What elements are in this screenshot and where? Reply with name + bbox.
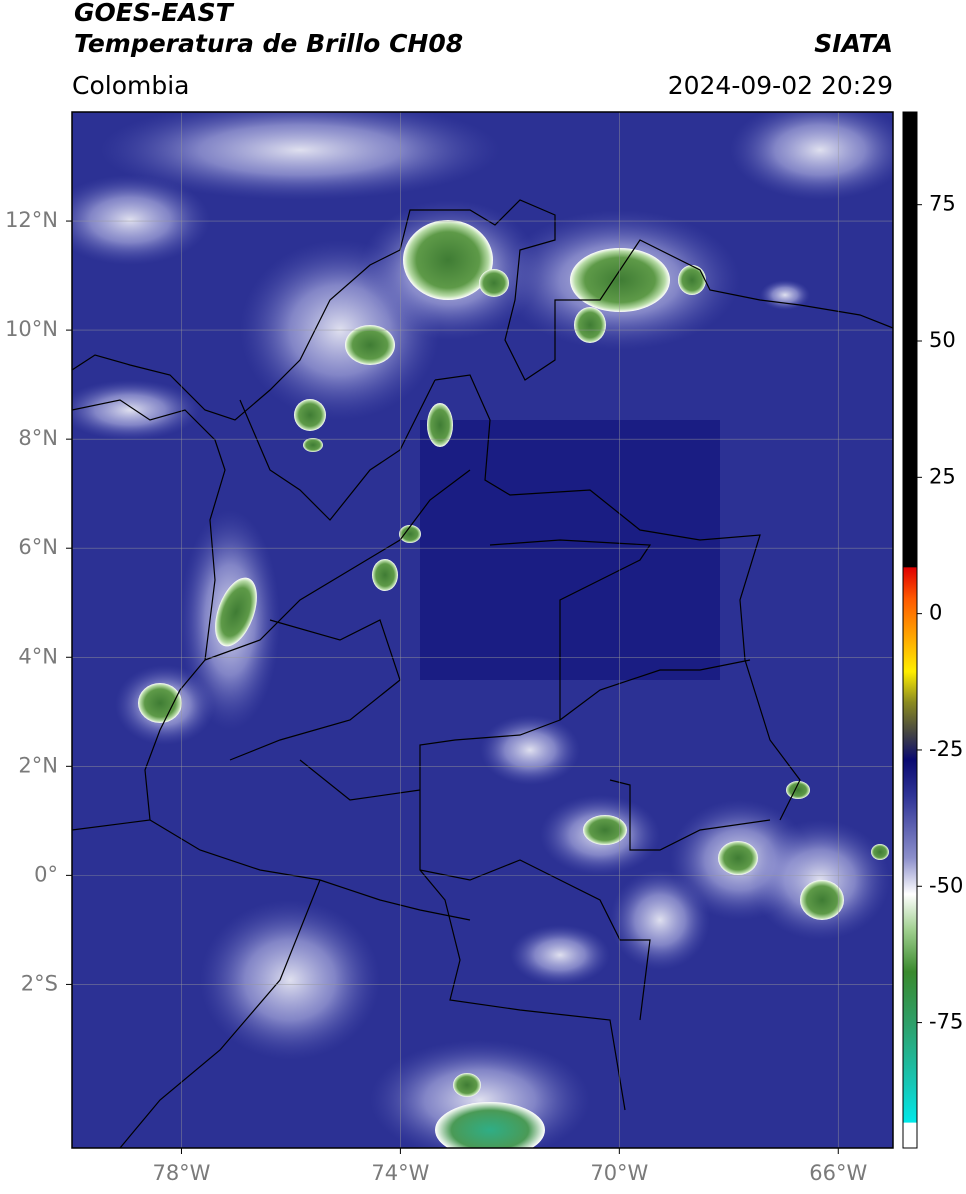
- agency: SIATA: [814, 29, 893, 58]
- colorbar-label: -25: [929, 737, 963, 761]
- region: Colombia: [72, 71, 189, 100]
- lat-label: 0°: [34, 862, 58, 886]
- map-frame: [71, 111, 894, 1149]
- lon-label: 70°W: [590, 1161, 648, 1185]
- lat-label: 8°N: [18, 426, 58, 450]
- colorbar-ticks: 75 50 25 0 -25 -50 -75: [917, 192, 963, 1034]
- convective-cores: [138, 220, 889, 1148]
- lat-label: 10°N: [5, 317, 58, 341]
- satellite-image: [72, 112, 893, 1148]
- satellite: GOES-EAST: [74, 0, 235, 27]
- colorbar-label: 0: [929, 601, 942, 625]
- lon-label: 78°W: [152, 1161, 210, 1185]
- clouds: [72, 112, 893, 1148]
- lat-label: 12°N: [5, 208, 58, 232]
- lon-label: 74°W: [371, 1161, 429, 1185]
- colorbar-label: 50: [929, 328, 956, 352]
- colorbar-label: 75: [929, 192, 956, 216]
- lat-label: 4°N: [18, 644, 58, 668]
- lat-label: 2°N: [18, 753, 58, 777]
- colorbar-label: -75: [929, 1010, 963, 1034]
- cold-area: [420, 420, 720, 680]
- lat-label: 2°S: [21, 971, 58, 995]
- product: Temperatura de Brillo CH08: [74, 29, 463, 58]
- datetime: 2024-09-02 20:29: [668, 71, 893, 100]
- colorbar-label: 25: [929, 464, 956, 488]
- colorbar-label: -50: [929, 873, 963, 897]
- lon-label: 66°W: [809, 1161, 867, 1185]
- lat-label: 6°N: [18, 535, 58, 559]
- graticule: 78°W 74°W 70°W 66°W 12°N 10°N 8°N 6°N 4°N 2°N 0° 2°…: [5, 112, 893, 1185]
- colorbar: [902, 111, 918, 1149]
- borders: [72, 199, 893, 1148]
